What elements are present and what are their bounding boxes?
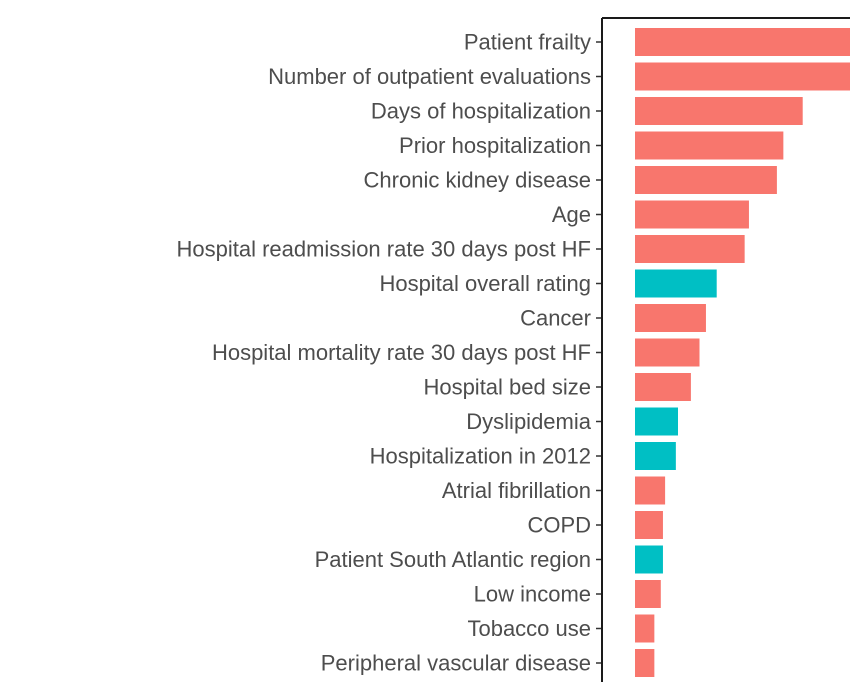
y-tick-labels-layer: Patient frailty Number of outpatient eval… (176, 30, 591, 676)
bar-19 (635, 649, 655, 677)
y-tick-label-4: Prior hospitalization (399, 133, 591, 158)
y-tick-label-11: Hospital bed size (423, 375, 591, 400)
bar-8 (635, 269, 717, 298)
bar-12 (635, 407, 678, 436)
y-tick-label-5: Chronic kidney disease (364, 168, 591, 193)
bar-4 (635, 131, 784, 160)
y-tick-label-10: Hospital mortality rate 30 days post HF (212, 340, 591, 365)
bar-15 (635, 511, 663, 539)
bar-5 (635, 166, 777, 194)
bar-10 (635, 338, 700, 367)
y-tick-label-7: Hospital readmission rate 30 days post H… (176, 237, 591, 262)
bar-18 (635, 614, 655, 643)
bar-2 (635, 62, 850, 91)
y-tick-label-12: Dyslipidemia (466, 409, 591, 434)
y-tick-label-1: Patient frailty (464, 30, 591, 55)
y-tick-label-13: Hospitalization in 2012 (370, 444, 591, 469)
y-tick-label-16: Patient South Atlantic region (315, 547, 591, 572)
bar-7 (635, 235, 745, 263)
y-tick-label-15: COPD (527, 513, 591, 538)
y-tick-label-9: Cancer (520, 306, 591, 331)
y-tick-label-3: Days of hospitalization (371, 99, 591, 124)
y-tick-label-8: Hospital overall rating (379, 271, 591, 296)
bars-layer (635, 28, 850, 677)
y-tick-label-14: Atrial fibrillation (442, 478, 591, 503)
y-tick-label-18: Tobacco use (467, 616, 591, 641)
bar-11 (635, 373, 691, 401)
bar-14 (635, 476, 666, 505)
y-tick-label-6: Age (552, 202, 591, 227)
y-tick-label-2: Number of outpatient evaluations (268, 64, 591, 89)
bar-3 (635, 97, 803, 125)
y-tick-label-19: Peripheral vascular disease (321, 651, 591, 676)
y-tick-label-17: Low income (474, 582, 591, 607)
bar-9 (635, 304, 706, 332)
bar-16 (635, 545, 663, 574)
bar-13 (635, 442, 676, 470)
bar-6 (635, 200, 749, 229)
bar-1 (635, 28, 850, 56)
bar-17 (635, 580, 661, 608)
